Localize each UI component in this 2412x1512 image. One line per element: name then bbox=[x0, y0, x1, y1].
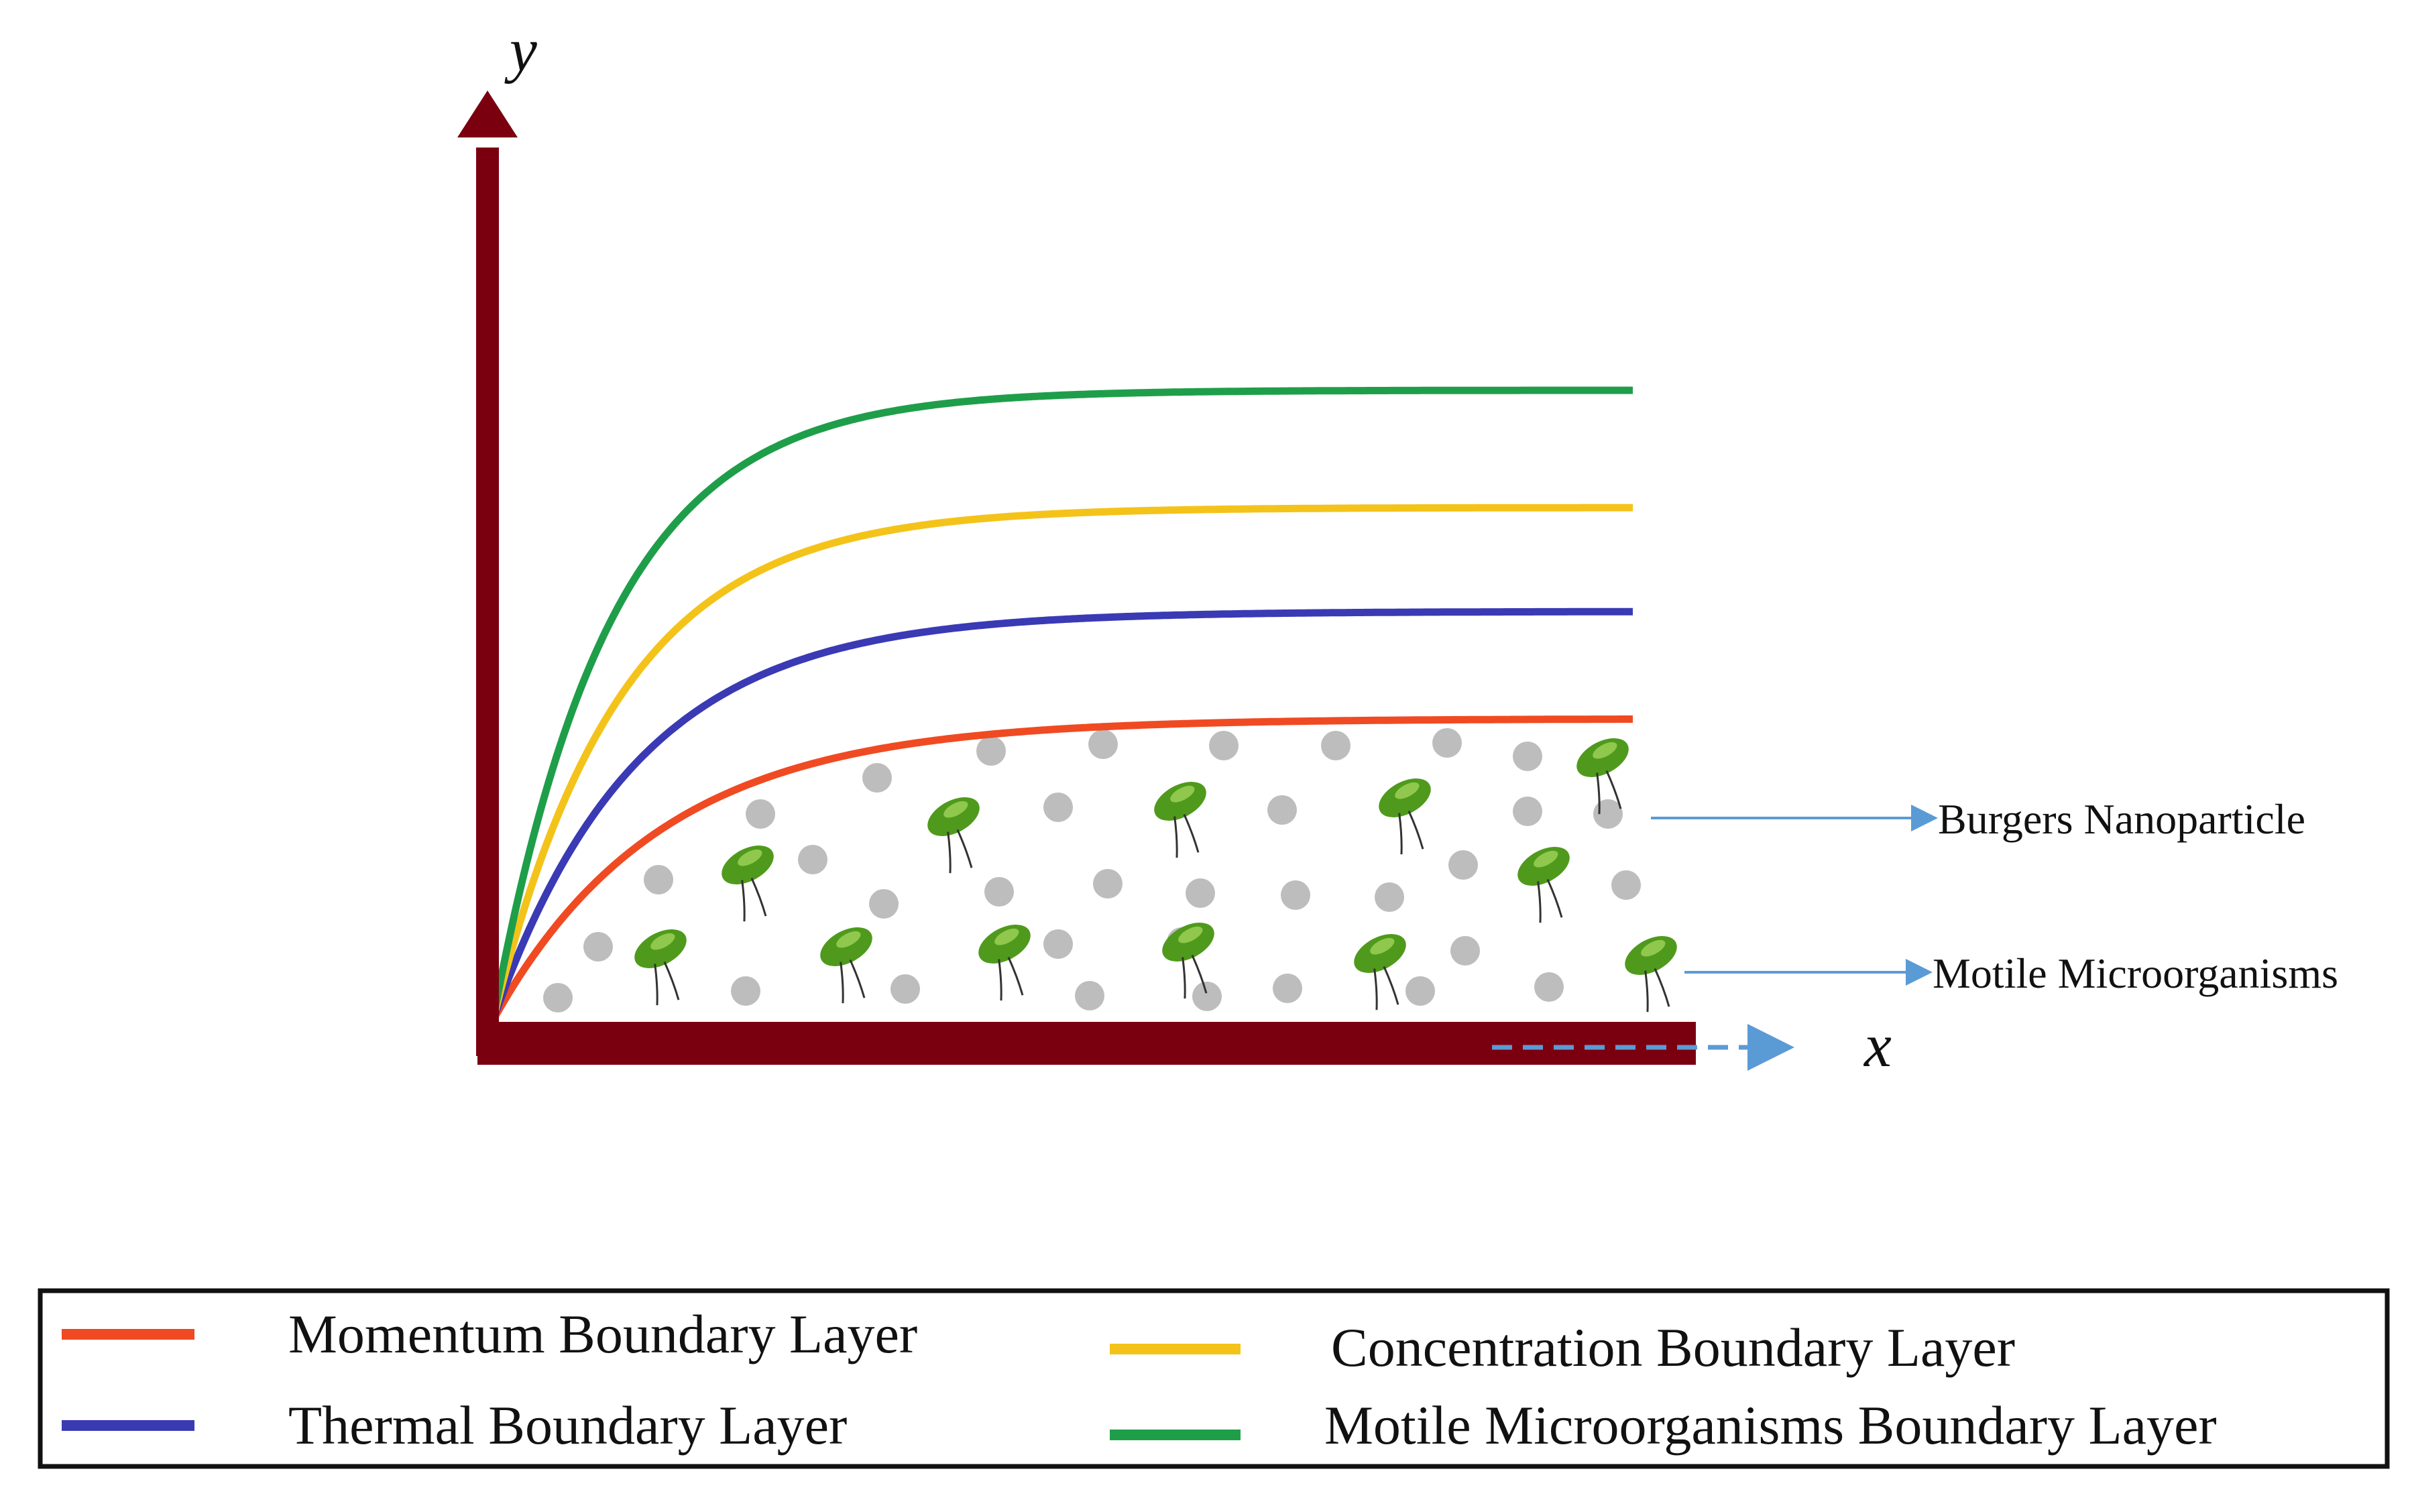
microorganism bbox=[1154, 782, 1206, 858]
y-axis-arrowhead bbox=[457, 91, 518, 137]
nanoparticle bbox=[1593, 799, 1623, 829]
nanoparticle bbox=[746, 799, 775, 829]
legend-label-thermal: Thermal Boundary Layer bbox=[288, 1395, 847, 1456]
nanoparticle bbox=[644, 865, 673, 894]
momentum-boundary-layer-curve bbox=[490, 715, 1633, 1023]
nanoparticle bbox=[1186, 878, 1215, 908]
nanoparticle bbox=[798, 845, 827, 874]
nanoparticle bbox=[1273, 974, 1302, 1003]
concentration-boundary-layer-curve bbox=[489, 504, 1633, 1022]
nanoparticle bbox=[1513, 797, 1542, 826]
nanoparticle bbox=[1375, 882, 1404, 912]
nanoparticle bbox=[1405, 976, 1435, 1006]
microorganisms-boundary-layer-curve bbox=[489, 386, 1633, 1022]
nanoparticle bbox=[976, 736, 1006, 766]
microorganism bbox=[927, 797, 980, 874]
nanoparticle-callout-label: Burgers Nanoparticle bbox=[1938, 795, 2305, 843]
microorganism bbox=[820, 927, 872, 1004]
microorganism bbox=[1517, 847, 1570, 923]
microorganism bbox=[634, 929, 687, 1006]
boundary-layer-curves bbox=[489, 386, 1633, 1023]
legend-label-concentration: Concentration Boundary Layer bbox=[1331, 1317, 2015, 1378]
thermal-boundary-layer-curve bbox=[489, 607, 1633, 1022]
nanoparticle bbox=[984, 877, 1014, 907]
microorganism bbox=[1162, 923, 1214, 999]
nanoparticle bbox=[1043, 793, 1073, 822]
nanoparticle bbox=[1192, 982, 1222, 1011]
microorganism bbox=[722, 846, 774, 922]
microorganism bbox=[1625, 936, 1677, 1012]
nanoparticle bbox=[1432, 728, 1462, 758]
nanoparticle bbox=[1043, 929, 1073, 959]
y-axis-label: y bbox=[504, 15, 537, 84]
microorganism bbox=[1354, 934, 1406, 1010]
nanoparticle bbox=[862, 763, 892, 793]
legend-label-microorganisms: Motile Microorganisms Boundary Layer bbox=[1324, 1395, 2217, 1456]
nanoparticle bbox=[1267, 795, 1297, 825]
nanoparticle bbox=[1088, 730, 1118, 759]
nanoparticle bbox=[1534, 972, 1564, 1002]
nanoparticle bbox=[1093, 869, 1123, 898]
x-axis-plate bbox=[477, 1022, 1696, 1065]
microorganism-callout-label: Motile Microorganisms bbox=[1933, 949, 2338, 997]
nanoparticle bbox=[583, 932, 613, 962]
nanoparticle bbox=[891, 974, 920, 1004]
nanoparticle bbox=[1450, 936, 1480, 966]
nanoparticle bbox=[1611, 870, 1641, 900]
motile-microorganisms bbox=[634, 738, 1677, 1012]
legend-box bbox=[38, 1288, 2390, 1469]
nanoparticle bbox=[1448, 850, 1478, 880]
nanoparticle bbox=[869, 889, 899, 919]
axes: y x bbox=[457, 15, 1892, 1080]
legend-label-momentum: Momentum Boundary Layer bbox=[288, 1303, 917, 1364]
nanoparticle bbox=[1075, 981, 1104, 1010]
nanoparticle bbox=[731, 976, 760, 1006]
legend: Momentum Boundary Layer Thermal Boundary… bbox=[38, 1288, 2390, 1469]
nanoparticle bbox=[1209, 731, 1239, 760]
y-axis-bar bbox=[476, 148, 499, 1056]
nanoparticle bbox=[1513, 742, 1542, 771]
x-axis-label: x bbox=[1863, 1011, 1892, 1080]
burgers-nanoparticles bbox=[543, 728, 1641, 1012]
microorganism bbox=[1379, 778, 1431, 855]
microorganism bbox=[978, 925, 1031, 1001]
nanoparticle bbox=[543, 983, 573, 1012]
microorganism bbox=[1576, 738, 1629, 815]
nanoparticle bbox=[1321, 731, 1351, 760]
nanoparticle bbox=[1281, 880, 1310, 910]
callouts: Burgers Nanoparticle Motile Microorganis… bbox=[1651, 795, 2338, 997]
